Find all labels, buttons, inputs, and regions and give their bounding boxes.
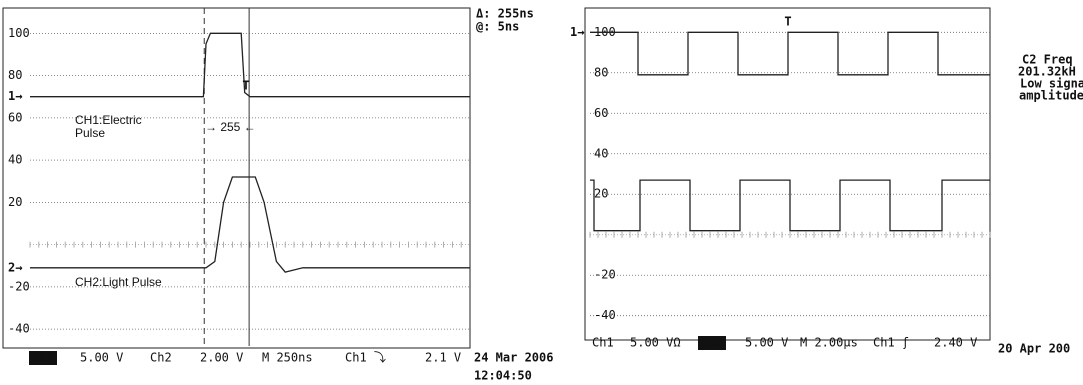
left-screen-frame — [2, 7, 471, 349]
y-tick-label: 20 — [594, 187, 608, 201]
y-tick-label: 60 — [594, 106, 608, 120]
annotation: Low signa — [1020, 77, 1083, 91]
timestamp: 24 Mar 2006 — [474, 351, 553, 365]
waveform — [30, 176, 470, 273]
annotation: C2 Freq — [1022, 53, 1073, 67]
status-text: Ch1 — [592, 336, 614, 350]
channel-marker: 1→ — [570, 25, 584, 39]
annotation: @: 5ns — [476, 20, 519, 34]
annotation: Δ: 255ns — [476, 7, 534, 21]
channel-label: CH2:Light Pulse — [75, 275, 162, 289]
y-tick-label: -20 — [594, 268, 616, 282]
status-text: M 250ns — [262, 351, 313, 365]
y-tick-label: 60 — [8, 110, 22, 124]
channel-marker: 2→ — [8, 260, 22, 274]
timestamp: 20 Apr 200 — [998, 342, 1070, 356]
y-tick-label: 80 — [594, 65, 608, 79]
status-text: M 2.00µs — [800, 336, 858, 350]
status-text: 5.00 V — [80, 351, 123, 365]
y-tick-label: 40 — [8, 153, 22, 167]
status-text: 5.00 V — [745, 336, 788, 350]
waveform — [590, 31, 990, 76]
status-text: Ch2 — [701, 336, 723, 350]
status-text: Ch1 ⤵ — [345, 351, 386, 365]
channel-label: CH1:Electric Pulse — [75, 113, 145, 140]
y-tick-label: 40 — [594, 146, 608, 160]
status-highlight — [698, 336, 726, 350]
annotation: amplitude — [1019, 89, 1083, 103]
annotation: T — [784, 15, 791, 29]
y-tick-label: -40 — [8, 322, 30, 336]
status-text: Ch1 ƒ — [873, 336, 909, 350]
y-tick-label: 20 — [8, 195, 22, 209]
status-text: Ch1 — [32, 351, 54, 365]
status-text: Ch2 — [150, 351, 172, 365]
status-text: 2.1 V — [425, 351, 461, 365]
y-tick-label: -40 — [594, 308, 616, 322]
status-highlight — [29, 351, 57, 365]
waveform — [30, 32, 470, 98]
waveform — [590, 179, 990, 232]
status-text: 2.40 V — [934, 336, 977, 350]
y-tick-label: 100 — [8, 26, 30, 40]
annotation: → 255 ← — [205, 120, 256, 134]
annotation: 201.32kH — [1018, 65, 1076, 79]
y-tick-label: 80 — [8, 68, 22, 82]
y-tick-label: -20 — [8, 279, 30, 293]
status-text: 5.00 VΩ — [630, 336, 681, 350]
right-screen-frame — [584, 7, 991, 341]
status-text: 2.00 V — [200, 351, 243, 365]
timestamp: 12:04:50 — [474, 369, 532, 383]
channel-marker: 1→ — [8, 89, 22, 103]
annotation: T — [242, 79, 249, 93]
